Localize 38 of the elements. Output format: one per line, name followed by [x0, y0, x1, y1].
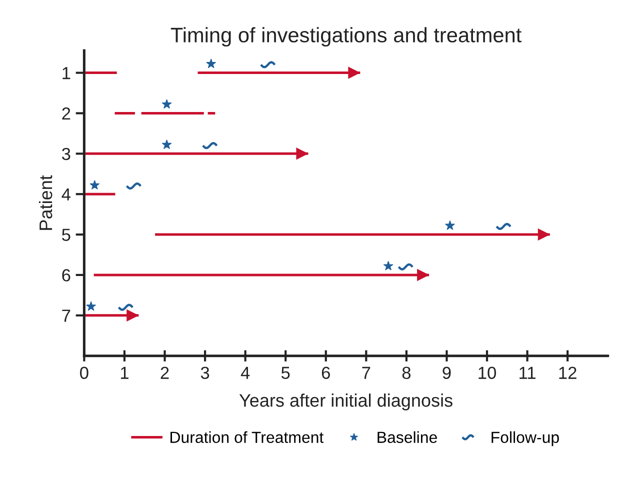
point [162, 99, 172, 109]
y-tick-label: 6 [62, 269, 70, 282]
y-axis-title: Patient [38, 175, 52, 230]
x-tick-label: 12 [559, 366, 576, 379]
point [162, 140, 172, 150]
y-tick-label: 5 [62, 228, 70, 241]
x-tick-label: 6 [322, 366, 330, 380]
point [206, 58, 216, 68]
y-tick-label: 4 [62, 188, 70, 200]
y-tick-label: 3 [62, 148, 70, 160]
chart-title: Timing of investigations and treatment [170, 27, 522, 47]
legend-label: Baseline [378, 431, 437, 444]
y-tick-label: 2 [62, 107, 70, 120]
x-tick-label: 5 [281, 366, 290, 380]
point [417, 269, 429, 281]
x-tick-label: 11 [520, 366, 536, 379]
point [296, 148, 308, 160]
point [90, 180, 100, 190]
x-tick-label: 0 [80, 366, 88, 380]
x-tick-label: 1 [120, 366, 128, 379]
x-tick-label: 4 [240, 366, 250, 379]
x-axis-title: Years after initial diagnosis [239, 394, 452, 410]
point [538, 228, 550, 240]
x-tick-label: 10 [478, 366, 496, 380]
x-tick-label: 3 [200, 366, 210, 380]
x-tick-label: 9 [442, 366, 451, 380]
x-tick-label: 8 [402, 366, 411, 380]
y-tick-label: 7 [62, 310, 70, 322]
legend-label: Duration of Treatment [170, 431, 324, 444]
point [383, 260, 394, 270]
legend-label: Follow-up [492, 431, 559, 446]
point [126, 310, 138, 322]
x-tick-label: 2 [160, 366, 169, 379]
y-tick-label: 1 [62, 67, 70, 80]
point [444, 220, 455, 230]
point [86, 301, 96, 311]
point [348, 66, 360, 79]
x-tick-label: 7 [362, 366, 370, 379]
